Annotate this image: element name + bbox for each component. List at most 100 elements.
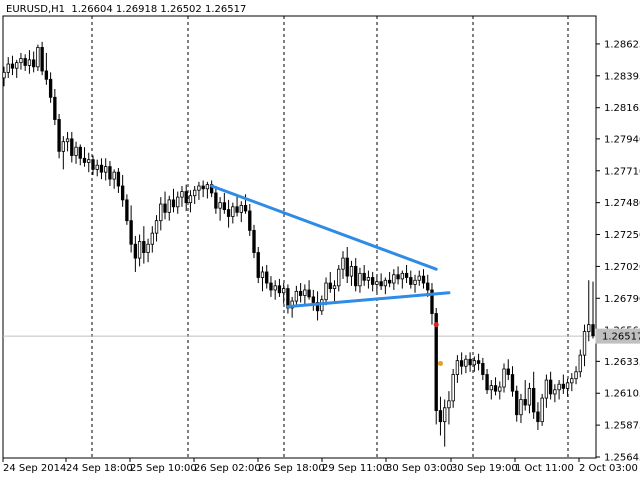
- candle-body: [523, 399, 527, 406]
- candle-body: [193, 189, 197, 197]
- candle-body: [188, 195, 193, 204]
- y-tick-label: 1.28395: [604, 71, 640, 82]
- candle-body: [553, 389, 557, 395]
- candle-body: [294, 290, 299, 302]
- y-tick-label: 1.25875: [604, 421, 640, 432]
- candle-body: [180, 191, 184, 198]
- candle-body: [65, 138, 70, 143]
- x-tick-label: 1 Oct 11:00: [515, 463, 574, 474]
- candle-body: [472, 360, 477, 366]
- candle-body: [248, 210, 252, 231]
- candle-body: [265, 271, 269, 284]
- candle-body: [468, 358, 472, 366]
- candle-body: [239, 205, 243, 213]
- candle-body: [23, 58, 27, 66]
- candle-body: [383, 279, 388, 287]
- candle-body: [61, 141, 65, 152]
- candle-body: [222, 202, 227, 210]
- candle-body: [451, 374, 455, 402]
- candle-body: [434, 313, 438, 411]
- candle-body: [125, 199, 129, 222]
- candle-body: [362, 272, 366, 281]
- candle-body: [387, 279, 392, 284]
- x-tick-label: 29 Sep 11:00: [322, 463, 389, 474]
- candle-body: [184, 191, 188, 204]
- candle-body: [201, 185, 205, 190]
- candle-body: [273, 285, 277, 291]
- candle-body: [591, 324, 595, 337]
- breakout-marker: [433, 322, 439, 328]
- candle-body: [358, 272, 362, 287]
- candle-body: [354, 266, 358, 287]
- candle-body: [396, 274, 400, 280]
- candle-body: [226, 209, 231, 217]
- x-tick-label: 26 Sep 18:00: [258, 463, 325, 474]
- y-tick-label: 1.27020: [604, 262, 640, 273]
- candle-body: [197, 185, 201, 191]
- candle-body: [447, 400, 451, 409]
- candle-body: [413, 279, 417, 285]
- candle-body: [133, 243, 138, 259]
- y-tick-label: 1.27250: [604, 230, 640, 241]
- candle-body: [53, 96, 57, 120]
- candle-body: [544, 379, 549, 399]
- candle-body: [218, 202, 222, 209]
- candle-body: [256, 252, 260, 278]
- plot-frame: [2, 15, 597, 459]
- candle-body: [6, 63, 10, 73]
- candle-body: [493, 385, 498, 392]
- candle-body: [70, 138, 74, 156]
- candle-body: [307, 289, 311, 298]
- candle-body: [561, 383, 566, 389]
- candle-body: [438, 410, 443, 423]
- candle-body: [167, 199, 171, 213]
- x-tick-label: 30 Sep 03:00: [386, 463, 453, 474]
- candle-body: [565, 382, 570, 389]
- y-tick-label: 1.28625: [604, 39, 640, 50]
- candle-body: [48, 78, 53, 98]
- candle-body: [146, 243, 150, 253]
- candle-body: [515, 390, 519, 416]
- candle-body: [281, 288, 286, 294]
- candle-body: [324, 282, 328, 301]
- candle-body: [341, 257, 345, 270]
- candle-body: [154, 220, 159, 234]
- current-price-box: [595, 328, 640, 344]
- x-tick-label: 25 Sep 10:00: [130, 463, 197, 474]
- y-tick-label: 1.26790: [604, 294, 640, 305]
- candle-body: [290, 300, 294, 309]
- candle-body: [27, 59, 32, 66]
- candle-body: [235, 206, 239, 213]
- candle-body: [485, 374, 489, 391]
- candle-body: [36, 47, 40, 68]
- candle-body: [231, 206, 235, 217]
- candle-body: [298, 290, 303, 296]
- candle-body: [370, 277, 375, 285]
- candle-body: [404, 272, 409, 278]
- candle-body: [163, 203, 167, 213]
- candle-body: [19, 58, 23, 64]
- candle-body: [269, 282, 273, 291]
- candle-body: [176, 196, 180, 208]
- candle-body: [392, 274, 396, 284]
- candle-body: [349, 266, 354, 277]
- x-tick-label: 24 Sep 2014: [3, 463, 66, 474]
- candle-body: [150, 232, 154, 245]
- candle-body: [99, 164, 104, 173]
- candle-body: [142, 241, 146, 253]
- candle-body: [44, 70, 49, 80]
- candle-body: [116, 171, 121, 187]
- candle-body: [409, 277, 413, 285]
- candle-body: [260, 271, 265, 278]
- candle-body: [57, 119, 61, 152]
- candle-body: [40, 47, 44, 72]
- trendline: [286, 291, 451, 309]
- candle-body: [15, 62, 19, 69]
- candle-body: [205, 184, 210, 190]
- candle-body: [510, 374, 515, 392]
- x-tick-label: 30 Sep 19:00: [451, 463, 518, 474]
- candle-body: [91, 159, 95, 170]
- candle-body: [557, 383, 561, 391]
- candle-body: [417, 275, 421, 281]
- candle-body: [582, 331, 587, 356]
